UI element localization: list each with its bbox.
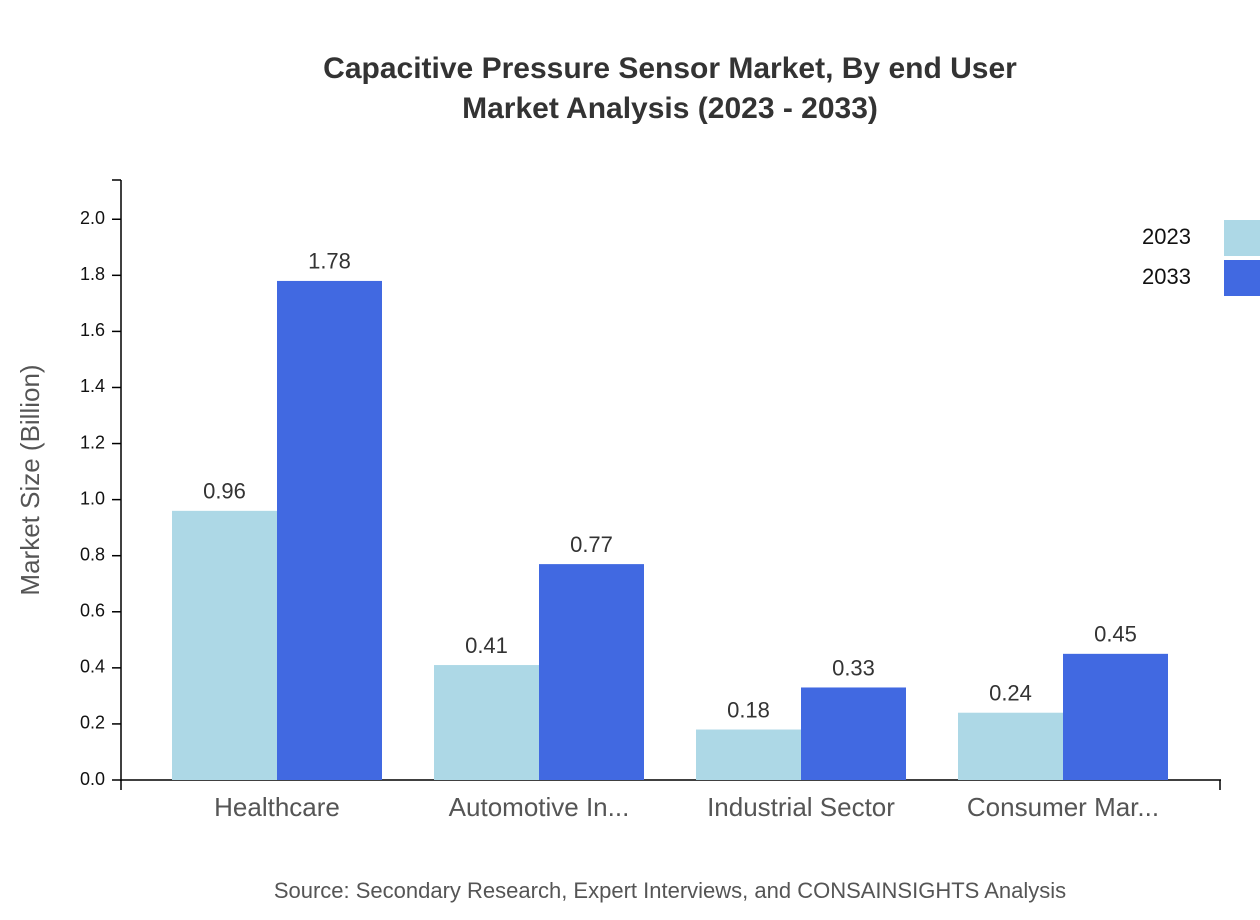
value-label: 0.41 xyxy=(465,633,508,658)
x-tick-label: Automotive In... xyxy=(449,792,630,822)
chart-subtitle: Market Analysis (2023 - 2033) xyxy=(462,92,878,125)
y-tick-label: 1.0 xyxy=(80,488,105,508)
bar xyxy=(696,729,801,780)
bar xyxy=(801,687,906,780)
y-tick-label: 2.0 xyxy=(80,208,105,228)
chart-title: Capacitive Pressure Sensor Market, By en… xyxy=(323,52,1017,85)
y-tick-label: 1.8 xyxy=(80,264,105,284)
y-tick-label: 1.2 xyxy=(80,432,105,452)
y-axis-label: Market Size (Billion) xyxy=(15,364,45,595)
x-tick-label: Consumer Mar... xyxy=(967,792,1159,822)
y-tick-label: 0.0 xyxy=(80,769,105,789)
value-label: 0.18 xyxy=(727,697,770,722)
y-tick-label: 1.6 xyxy=(80,320,105,340)
source-note: Source: Secondary Research, Expert Inter… xyxy=(274,878,1066,903)
y-tick-label: 0.2 xyxy=(80,713,105,733)
bar xyxy=(434,665,539,780)
legend-label: 2023 xyxy=(1142,224,1191,249)
y-tick-label: 0.6 xyxy=(80,601,105,621)
x-tick-label: Industrial Sector xyxy=(707,792,895,822)
bar xyxy=(1063,653,1168,780)
legend-swatch xyxy=(1224,220,1260,256)
y-tick-label: 0.8 xyxy=(80,544,105,564)
value-label: 0.45 xyxy=(1094,622,1137,647)
value-label: 1.78 xyxy=(308,249,351,274)
value-label: 0.96 xyxy=(203,479,246,504)
value-label: 0.24 xyxy=(989,681,1032,706)
value-label: 0.77 xyxy=(570,532,613,557)
value-label: 0.33 xyxy=(832,655,875,680)
legend-label: 2033 xyxy=(1142,264,1191,289)
bar xyxy=(539,564,644,780)
bar xyxy=(172,510,277,780)
legend-swatch xyxy=(1224,260,1260,296)
bar xyxy=(958,712,1063,780)
y-tick-label: 1.4 xyxy=(80,376,105,396)
x-tick-label: Healthcare xyxy=(214,792,340,822)
bar xyxy=(277,280,382,780)
y-tick-label: 0.4 xyxy=(80,657,105,677)
